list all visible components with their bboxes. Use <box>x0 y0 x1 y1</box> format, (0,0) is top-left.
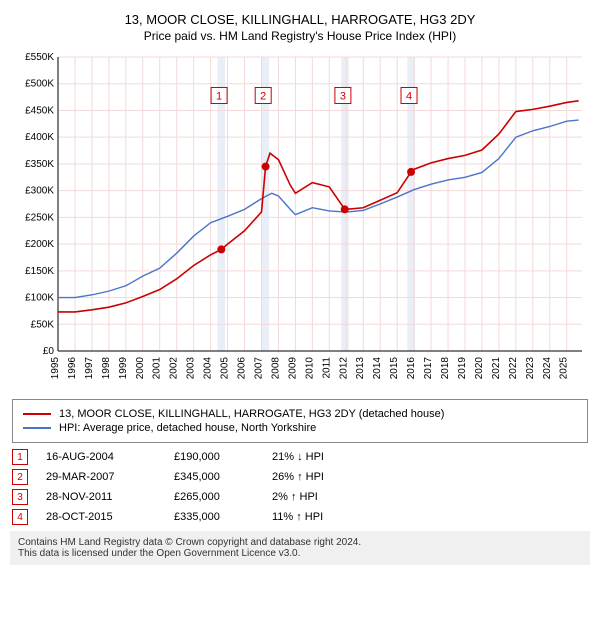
transaction-table: 1 16-AUG-2004 £190,000 21% ↓ HPI 2 29-MAR-200… <box>12 449 588 525</box>
legend: 13, MOOR CLOSE, KILLINGHALL, HARROGATE, … <box>12 399 588 443</box>
svg-text:2001: 2001 <box>152 357 163 380</box>
legend-item: HPI: Average price, detached house, Nort… <box>23 422 577 434</box>
footer-attribution: Contains HM Land Registry data © Crown c… <box>10 531 590 565</box>
legend-swatch <box>23 413 51 415</box>
transaction-diff: 26% ↑ HPI <box>272 471 362 483</box>
svg-text:2018: 2018 <box>440 357 451 380</box>
price-chart: £0 £50K £100K £150K £200K £250K £300K £350K £400… <box>10 51 590 391</box>
legend-swatch <box>23 427 51 429</box>
title-line-2: Price paid vs. HM Land Registry's House … <box>10 29 590 43</box>
legend-label: HPI: Average price, detached house, Nort… <box>59 422 316 434</box>
svg-text:2008: 2008 <box>270 357 281 380</box>
svg-text:1: 1 <box>216 90 222 102</box>
svg-text:3: 3 <box>340 90 346 102</box>
svg-text:4: 4 <box>406 90 412 102</box>
svg-text:2002: 2002 <box>169 357 180 380</box>
svg-text:2011: 2011 <box>321 357 332 379</box>
svg-text:2016: 2016 <box>406 357 417 380</box>
svg-text:2005: 2005 <box>220 357 231 380</box>
title-line-1: 13, MOOR CLOSE, KILLINGHALL, HARROGATE, … <box>10 12 590 27</box>
svg-text:2: 2 <box>260 90 266 102</box>
svg-text:2013: 2013 <box>355 357 366 380</box>
transaction-diff: 2% ↑ HPI <box>272 491 362 503</box>
svg-text:1995: 1995 <box>50 357 61 380</box>
svg-text:2009: 2009 <box>287 357 298 380</box>
svg-text:2004: 2004 <box>203 357 214 380</box>
svg-text:£250K: £250K <box>25 212 54 223</box>
svg-text:2025: 2025 <box>559 357 570 380</box>
svg-text:2003: 2003 <box>186 357 197 380</box>
svg-text:£100K: £100K <box>25 293 54 304</box>
svg-text:£150K: £150K <box>25 266 54 277</box>
svg-text:£50K: £50K <box>31 319 55 330</box>
transaction-row: 3 28-NOV-2011 £265,000 2% ↑ HPI <box>12 489 588 505</box>
legend-item: 13, MOOR CLOSE, KILLINGHALL, HARROGATE, … <box>23 408 577 420</box>
footer-line-1: Contains HM Land Registry data © Crown c… <box>18 537 582 548</box>
transaction-marker: 3 <box>12 489 28 505</box>
svg-text:2007: 2007 <box>253 357 264 380</box>
svg-text:2022: 2022 <box>508 357 519 380</box>
svg-text:2010: 2010 <box>304 357 315 380</box>
svg-text:£400K: £400K <box>25 132 54 143</box>
footer-line-2: This data is licensed under the Open Gov… <box>18 548 582 559</box>
transaction-row: 1 16-AUG-2004 £190,000 21% ↓ HPI <box>12 449 588 465</box>
svg-text:£200K: £200K <box>25 239 54 250</box>
svg-text:£550K: £550K <box>25 52 54 63</box>
transaction-price: £190,000 <box>174 451 254 463</box>
svg-text:2023: 2023 <box>525 357 536 380</box>
svg-text:2012: 2012 <box>338 357 349 380</box>
transaction-date: 28-NOV-2011 <box>46 491 156 503</box>
svg-text:2014: 2014 <box>372 357 383 380</box>
transaction-price: £265,000 <box>174 491 254 503</box>
transaction-marker: 1 <box>12 449 28 465</box>
svg-text:1996: 1996 <box>67 357 78 380</box>
svg-text:1998: 1998 <box>101 357 112 380</box>
svg-text:1997: 1997 <box>84 357 95 380</box>
svg-text:£350K: £350K <box>25 159 54 170</box>
svg-text:£0: £0 <box>43 346 55 357</box>
svg-text:2000: 2000 <box>135 357 146 380</box>
transaction-price: £335,000 <box>174 511 254 523</box>
transaction-row: 2 29-MAR-2007 £345,000 26% ↑ HPI <box>12 469 588 485</box>
transaction-marker: 4 <box>12 509 28 525</box>
svg-text:2021: 2021 <box>491 357 502 380</box>
svg-text:2006: 2006 <box>237 357 248 380</box>
chart-svg: £0 £50K £100K £150K £200K £250K £300K £350K £400… <box>10 51 590 391</box>
transaction-date: 29-MAR-2007 <box>46 471 156 483</box>
svg-text:2019: 2019 <box>457 357 468 380</box>
transaction-date: 28-OCT-2015 <box>46 511 156 523</box>
svg-text:£300K: £300K <box>25 186 54 197</box>
legend-label: 13, MOOR CLOSE, KILLINGHALL, HARROGATE, … <box>59 408 444 420</box>
svg-text:2017: 2017 <box>423 357 434 380</box>
transaction-date: 16-AUG-2004 <box>46 451 156 463</box>
transaction-marker: 2 <box>12 469 28 485</box>
svg-text:2024: 2024 <box>542 357 553 380</box>
transaction-diff: 21% ↓ HPI <box>272 451 362 463</box>
svg-text:1999: 1999 <box>118 357 129 380</box>
transaction-row: 4 28-OCT-2015 £335,000 11% ↑ HPI <box>12 509 588 525</box>
svg-text:£500K: £500K <box>25 79 54 90</box>
svg-text:2020: 2020 <box>474 357 485 380</box>
svg-text:£450K: £450K <box>25 105 54 116</box>
transaction-diff: 11% ↑ HPI <box>272 511 362 523</box>
svg-text:2015: 2015 <box>389 357 400 380</box>
transaction-price: £345,000 <box>174 471 254 483</box>
